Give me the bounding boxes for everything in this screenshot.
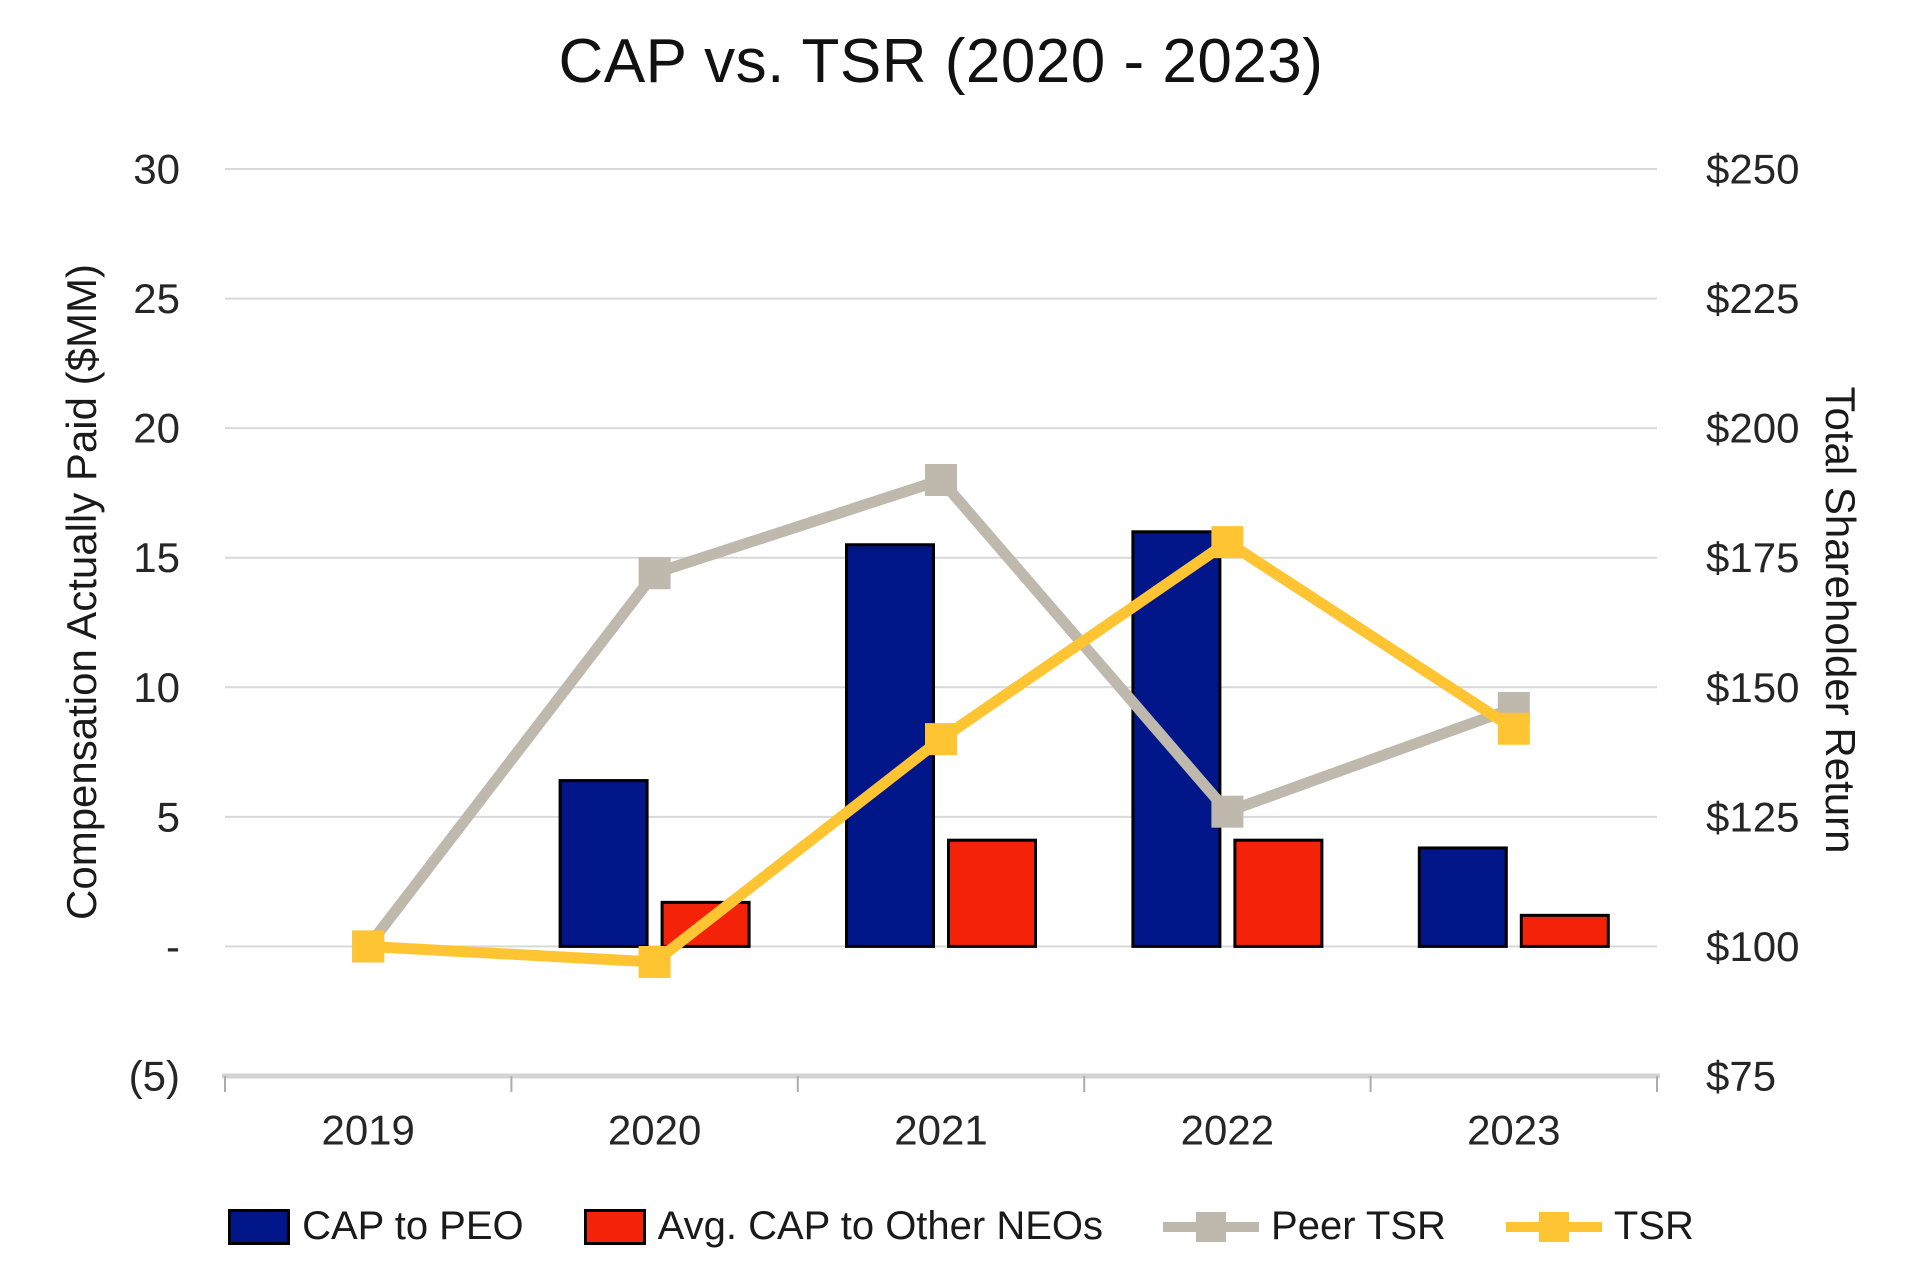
left-tick-label-10: 10 [133,664,180,711]
bar-avg-cap-to-other-neos-2023 [1519,913,1610,948]
right-tick-label-100: $100 [1706,923,1799,970]
legend-swatch-avg-cap-other-neos-icon [583,1208,646,1245]
left-tick-label-0: - [166,923,180,970]
right-tick-label-150: $150 [1706,664,1799,711]
legend-marker-tsr [1538,1211,1569,1242]
legend-swatch-peer-tsr-icon [1163,1209,1260,1245]
right-tick-label-75: $75 [1706,1053,1776,1100]
bar-cap-to-peo-2023 [1417,846,1508,948]
marker-tsr-2022 [1211,526,1244,559]
legend-label-avg-cap-other-neos: Avg. CAP to Other NEOs [657,1204,1104,1248]
bar-avg-cap-to-other-neos-2022 [1233,838,1324,948]
bar-cap-to-peo-2021 [845,543,935,948]
left-tick-label-20: 20 [133,405,180,452]
legend-label-tsr: TSR [1613,1204,1694,1248]
bar-cap-to-peo-2022 [1131,530,1222,948]
right-tick-label-125: $125 [1706,793,1799,840]
right-tick-label-175: $175 [1706,534,1799,581]
marker-tsr-2019 [352,930,385,963]
legend-marker-peer-tsr [1196,1211,1227,1242]
chart-title: CAP vs. TSR (2020 - 2023) [558,27,1324,96]
legend-label-cap-to-peo: CAP to PEO [302,1204,524,1248]
marker-tsr-2021 [925,723,957,756]
x-category-label-2019: 2019 [321,1107,414,1154]
bar-cap-to-peo-2020 [558,779,649,948]
legend-swatch-cap-to-peo-icon [228,1208,291,1245]
legend-swatch-tsr-icon [1505,1209,1602,1245]
legend-item-tsr: TSR [1505,1204,1694,1249]
x-category-label-2023: 2023 [1467,1107,1560,1154]
left-tick-label--5: (5) [129,1053,180,1100]
left-tick-label-15: 15 [133,534,180,581]
right-tick-label-225: $225 [1706,275,1799,322]
legend: CAP to PEO Avg. CAP to Other NEOs Peer T… [0,1204,1922,1249]
left-tick-label-25: 25 [133,275,180,322]
legend-label-peer-tsr: Peer TSR [1271,1204,1446,1248]
left-tick-label-5: 5 [157,793,180,840]
marker-peer-tsr-2020 [638,557,671,590]
marker-tsr-2023 [1497,712,1530,745]
x-category-label-2020: 2020 [608,1107,701,1154]
right-tick-label-250: $250 [1706,146,1799,193]
x-category-label-2021: 2021 [894,1107,987,1154]
marker-peer-tsr-2022 [1211,795,1244,828]
left-tick-label-30: 30 [133,146,180,193]
marker-peer-tsr-2021 [925,463,957,496]
legend-item-avg-cap-other-neos: Avg. CAP to Other NEOs [583,1204,1104,1249]
legend-item-cap-to-peo: CAP to PEO [228,1204,524,1249]
right-tick-label-200: $200 [1706,405,1799,452]
legend-item-peer-tsr: Peer TSR [1163,1204,1446,1249]
x-category-label-2022: 2022 [1181,1107,1274,1154]
marker-tsr-2020 [638,945,671,978]
bar-avg-cap-to-other-neos-2021 [947,838,1037,948]
line-peer-tsr [363,473,1516,950]
